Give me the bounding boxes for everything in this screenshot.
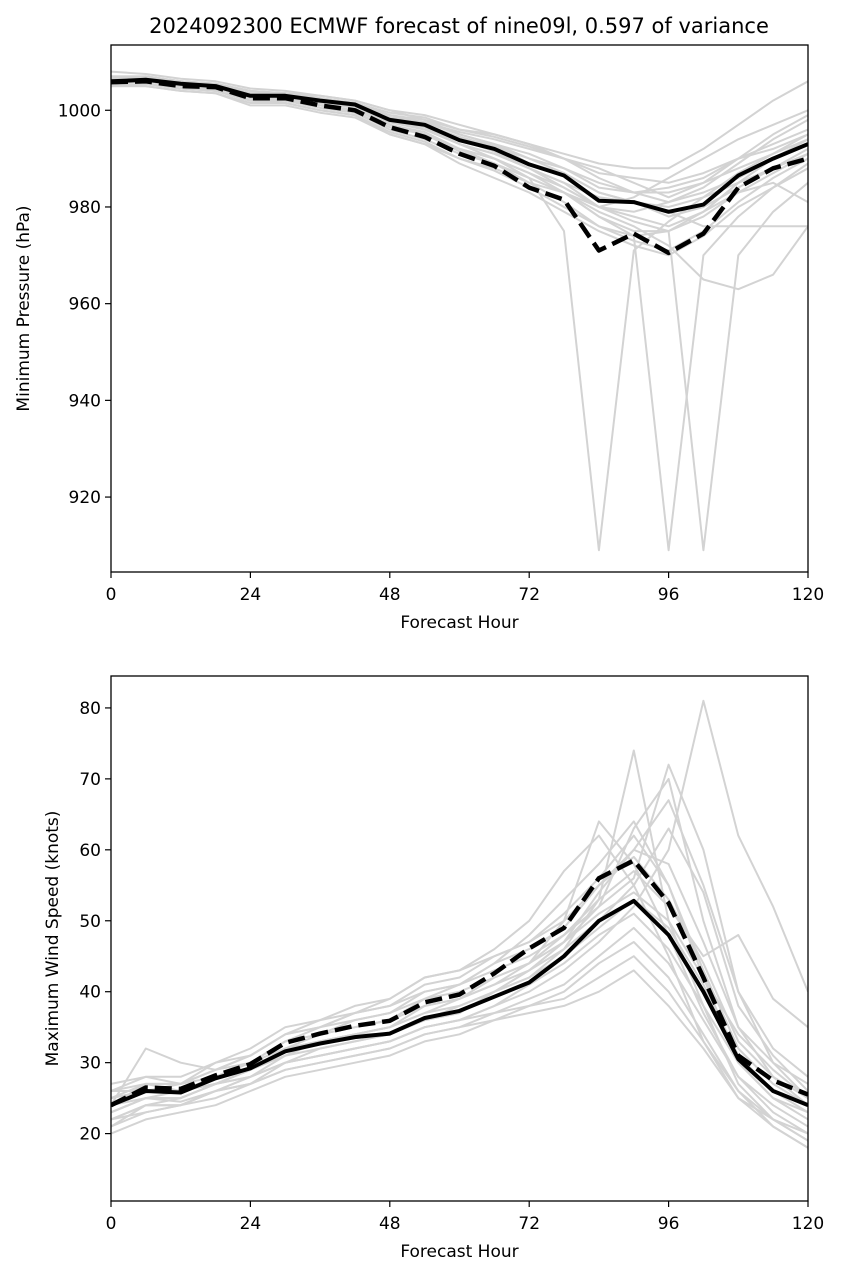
wind-y-tick-label: 80: [79, 699, 101, 719]
pressure-x-axis-label: Forecast Hour: [400, 613, 518, 633]
wind-y-tick-label: 20: [79, 1125, 101, 1145]
wind-y-tick-label: 60: [79, 841, 101, 861]
pressure-x-tick-label: 0: [106, 585, 117, 605]
wind-x-tick-label: 24: [240, 1214, 262, 1234]
pressure-panel: 0 24 48 72 96 120 920 940 960 980 1000 Forecast Hou…: [14, 44, 824, 633]
pressure-y-tick-label: 940: [69, 391, 101, 411]
pressure-x-tick-label: 72: [518, 585, 540, 605]
wind-x-tick-label: 72: [518, 1214, 540, 1234]
wind-dashed-series-line: [111, 858, 808, 1108]
pressure-plot-area: [111, 70, 808, 552]
wind-y-axis-label: Maximum Wind Speed (knots): [43, 811, 63, 1067]
wind-y-tick-label: 40: [79, 983, 101, 1003]
wind-plot-area: [111, 699, 808, 1149]
pressure-member-line: [111, 85, 808, 237]
wind-x-tick-label: 48: [379, 1214, 401, 1234]
wind-x-tick-label: 120: [792, 1214, 824, 1234]
wind-y-tick-label: 50: [79, 912, 101, 932]
pressure-x-tick-label: 24: [240, 585, 262, 605]
pressure-y-axis-label: Minimum Pressure (hPa): [14, 205, 34, 411]
pressure-y-tick-label: 1000: [58, 101, 101, 121]
pressure-member-line: [111, 75, 808, 204]
wind-x-tick-label: 0: [106, 1214, 117, 1234]
pressure-x-tick-label: 96: [658, 585, 680, 605]
wind-x-tick-label: 96: [658, 1214, 680, 1234]
wind-member-line: [111, 777, 808, 1114]
wind-member-line: [111, 848, 808, 1107]
wind-member-line: [111, 969, 808, 1149]
figure-title: 2024092300 ECMWF forecast of nine09l, 0.…: [149, 14, 769, 38]
pressure-x-tick-label: 48: [379, 585, 401, 605]
pressure-x-tick-label: 120: [792, 585, 824, 605]
wind-axes-frame: [110, 675, 809, 1202]
pressure-y-tick-label: 960: [69, 295, 101, 315]
wind-y-tick-label: 30: [79, 1054, 101, 1074]
wind-member-line: [111, 955, 808, 1142]
wind-solid-series-line: [111, 898, 808, 1108]
pressure-axes-frame: [110, 44, 809, 573]
pressure-y-tick-label: 980: [69, 198, 101, 218]
wind-panel: 0 24 48 72 96 120 20 30 40 50 60 70 80 Forecast Hour M…: [43, 675, 824, 1262]
wind-y-tick-label: 70: [79, 770, 101, 790]
wind-member-line: [111, 855, 808, 1099]
wind-x-axis-label: Forecast Hour: [400, 1242, 518, 1262]
pressure-dashed-series-line: [111, 79, 808, 256]
wind-member-line: [111, 941, 808, 1149]
pressure-y-tick-label: 920: [69, 488, 101, 508]
pressure-solid-series-line: [111, 77, 808, 214]
